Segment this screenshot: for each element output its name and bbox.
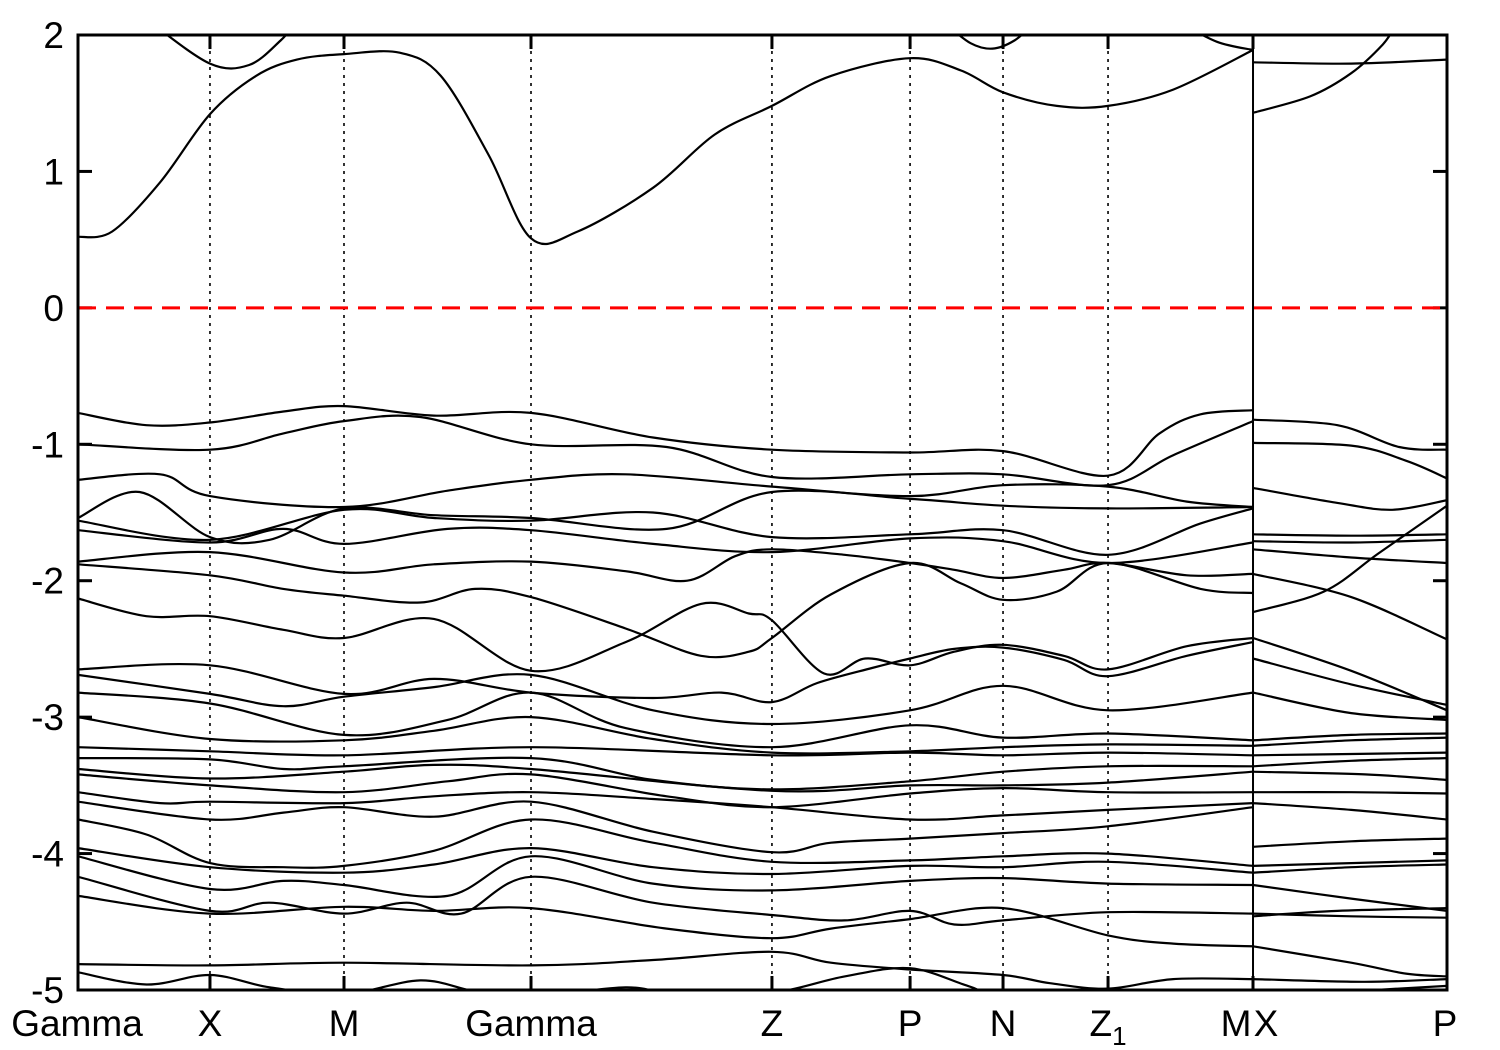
y-tick-label: -5 [31,970,64,1011]
band-line [1252,418,1447,451]
band-line [1252,657,1447,706]
band-line [78,966,981,990]
plot-border [76,33,1449,992]
band-line [1252,486,1447,511]
band-line [78,846,1254,876]
y-tick-label: 1 [43,151,64,192]
band-line [78,597,1254,676]
band-line [78,526,1254,565]
band-line [78,691,1254,749]
band-line [78,548,1254,583]
band-line [78,472,1254,509]
kpoint-label: N [990,1003,1017,1044]
band-line [78,875,1254,926]
band-line [1252,770,1447,781]
band-lines-group [78,35,1447,990]
kpoint-label: P [898,1003,923,1044]
kpoint-label: X [1254,1003,1279,1044]
band-line [78,855,1254,898]
band-line [78,791,1254,821]
band-line [78,818,1254,869]
band-line [78,746,1254,757]
band-line [1252,757,1447,768]
band-line [1252,533,1447,537]
kpoint-label: Z1 [1089,1003,1126,1050]
band-line [78,894,1254,948]
band-line [1252,504,1447,614]
band-line [1355,984,1447,990]
band-line [1252,691,1447,721]
band-line [1252,791,1447,795]
kpoint-label: X [198,1003,223,1044]
y-tick-label: -1 [31,424,64,465]
band-line [1252,751,1447,757]
band-line [78,772,1254,809]
band-line [78,763,1254,793]
band-line [1252,883,1447,912]
band-line [78,404,1254,477]
band-line [1252,35,1392,114]
band-line [1252,859,1447,867]
kpoint-label: Gamma [11,1003,143,1044]
band-line [165,35,288,70]
band-line [1199,35,1254,52]
band-line [1252,907,1447,918]
kpoint-label: M [329,1003,360,1044]
band-line [1252,863,1447,874]
kpoint-label: Z [761,1003,784,1044]
y-tick-label: -3 [31,697,64,738]
band-line [1252,572,1447,641]
band-line [1252,736,1447,747]
band-line [78,49,1254,246]
band-line [1252,441,1447,480]
band-line [78,507,1254,556]
band-line [1252,538,1447,544]
band-line [1252,58,1447,65]
kpoint-label: Gamma [465,1003,597,1044]
band-line [1252,548,1447,565]
kpoint-label: M [1221,1003,1252,1044]
band-line [1252,978,1447,983]
band-line [78,673,1254,726]
band-line [78,561,1254,659]
kpoint-label: P [1433,1003,1458,1044]
band-line [78,641,1254,704]
band-line [1252,945,1447,978]
band-line [1252,732,1447,742]
y-tick-label: -4 [31,834,64,875]
band-line [1252,837,1447,848]
y-tick-label: 0 [43,288,64,329]
band-line [1252,802,1447,821]
band-line [78,715,1254,755]
band-line [78,800,1254,854]
band-line [78,414,1254,487]
y-tick-label: -2 [31,561,64,602]
y-tick-label: 2 [43,15,64,56]
